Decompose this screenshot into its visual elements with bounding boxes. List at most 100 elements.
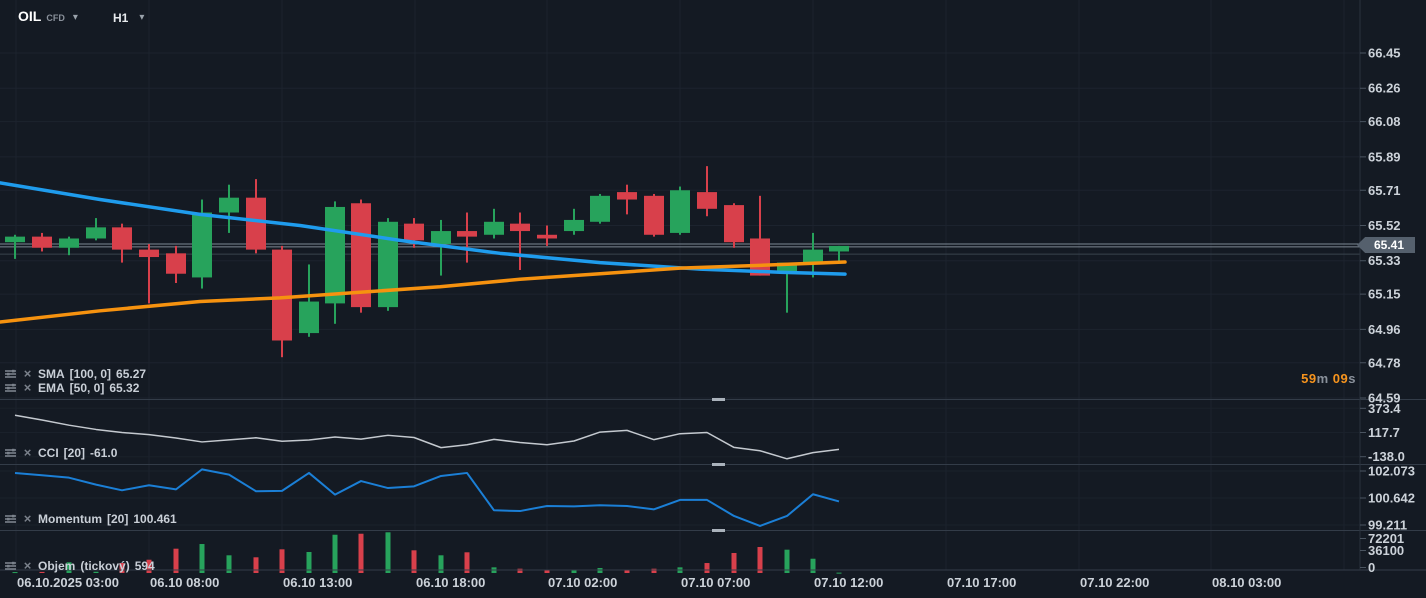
- candle: [5, 236, 25, 243]
- cci-axis-label: 373.4: [1368, 401, 1401, 416]
- volume-bar: [651, 568, 657, 573]
- price-axis-label: 66.26: [1368, 81, 1401, 96]
- volume-bar: [119, 563, 125, 573]
- cci-line: [14, 414, 840, 460]
- volume-bar: [836, 572, 842, 574]
- timeframe-selector[interactable]: H1 ▾: [113, 11, 144, 25]
- time-axis-label: 06.10.2025 03:00: [17, 575, 119, 590]
- candle: [246, 197, 266, 250]
- candle: [192, 212, 212, 278]
- volume-bar: [66, 562, 72, 573]
- volume-bar: [253, 557, 259, 573]
- candle: [272, 249, 292, 341]
- candle: [724, 205, 744, 243]
- symbol-selector[interactable]: OIL CFD ▾: [18, 8, 78, 24]
- indicator-row-volume: × Objem (tickový) 594: [4, 559, 155, 573]
- volume-bar: [279, 549, 285, 573]
- price-axis-label: 65.33: [1368, 253, 1401, 268]
- time-axis-label: 06.10 13:00: [283, 575, 352, 590]
- indicator-row-ema: × EMA [50, 0] 65.32: [4, 381, 139, 395]
- volume-bar: [757, 547, 763, 573]
- volume-bar: [306, 551, 312, 573]
- time-axis-label: 07.10 02:00: [548, 575, 617, 590]
- volume-bar: [385, 532, 391, 573]
- candle: [32, 236, 52, 248]
- indicator-settings-icon[interactable]: [4, 447, 17, 459]
- pane-resize-handle[interactable]: [712, 398, 725, 401]
- indicator-settings-icon[interactable]: [4, 560, 17, 572]
- sma-line: [0, 181, 847, 276]
- price-axis-label: 65.89: [1368, 149, 1401, 164]
- indicator-close-icon[interactable]: ×: [23, 511, 32, 526]
- candle: [299, 301, 319, 334]
- indicator-close-icon[interactable]: ×: [23, 445, 32, 460]
- pane-resize-handle[interactable]: [712, 529, 725, 532]
- indicator-row-sma: × SMA [100, 0] 65.27: [4, 367, 146, 381]
- volume-bar: [624, 569, 630, 573]
- volume-bar: [810, 558, 816, 573]
- volume-bar: [199, 544, 205, 573]
- volume-bar: [571, 569, 577, 573]
- candle: [325, 206, 345, 304]
- candle: [617, 192, 637, 200]
- time-axis-label: 07.10 22:00: [1080, 575, 1149, 590]
- candle: [644, 195, 664, 235]
- volume-bar: [784, 549, 790, 573]
- countdown-seconds: 09: [1332, 371, 1349, 386]
- indicator-close-icon[interactable]: ×: [23, 558, 32, 573]
- time-axis-label: 06.10 08:00: [150, 575, 219, 590]
- volume-axis-label: 36100: [1368, 543, 1404, 558]
- price-axis-label: 66.08: [1368, 114, 1401, 129]
- candle: [112, 227, 132, 250]
- volume-axis-label: 72201: [1368, 531, 1404, 546]
- candle: [59, 238, 79, 248]
- candle: [86, 227, 106, 239]
- volume-bar: [438, 555, 444, 573]
- indicator-label: CCI [20] -61.0: [38, 446, 118, 460]
- indicator-label: EMA [50, 0] 65.32: [38, 381, 140, 395]
- volume-bar: [597, 568, 603, 573]
- volume-axis-label: 0: [1368, 560, 1375, 575]
- momentum-axis-label: 99.211: [1368, 518, 1407, 533]
- price-axis-label: 66.45: [1368, 46, 1401, 61]
- candle: [484, 221, 504, 235]
- price-axis-label: 64.96: [1368, 322, 1401, 337]
- momentum-axis-label: 100.642: [1368, 491, 1415, 506]
- volume-bar: [226, 555, 232, 573]
- pane-resize-handle[interactable]: [712, 463, 725, 466]
- volume-bar: [517, 568, 523, 573]
- indicator-close-icon[interactable]: ×: [23, 380, 32, 395]
- time-axis-label: 08.10 03:00: [1212, 575, 1281, 590]
- volume-bar: [464, 552, 470, 573]
- candle-countdown: 59m 09s: [1301, 371, 1356, 386]
- candle: [590, 195, 610, 222]
- candle: [404, 223, 424, 241]
- indicator-settings-icon[interactable]: [4, 513, 17, 525]
- indicator-settings-icon[interactable]: [4, 382, 17, 394]
- volume-bar: [93, 571, 99, 573]
- time-axis-label: 07.10 12:00: [814, 575, 883, 590]
- volume-bar: [704, 563, 710, 573]
- candle: [166, 253, 186, 274]
- indicator-settings-icon[interactable]: [4, 368, 17, 380]
- indicator-row-momentum: × Momentum [20] 100.461: [4, 512, 177, 526]
- current-price-badge: 65.41: [1357, 237, 1415, 253]
- indicator-label: Momentum [20] 100.461: [38, 512, 177, 526]
- candle: [537, 234, 557, 239]
- candle: [351, 203, 371, 308]
- candle: [803, 249, 823, 263]
- chevron-down-icon: ▾: [72, 12, 78, 23]
- volume-bar: [146, 559, 152, 573]
- volume-bar: [358, 533, 364, 573]
- indicator-close-icon[interactable]: ×: [23, 366, 32, 381]
- volume-bar: [173, 548, 179, 573]
- indicator-row-cci: × CCI [20] -61.0: [4, 446, 117, 460]
- ema-line: [0, 260, 847, 324]
- candle: [670, 190, 690, 233]
- candle: [139, 249, 159, 258]
- candle: [510, 223, 530, 232]
- candle: [697, 192, 717, 209]
